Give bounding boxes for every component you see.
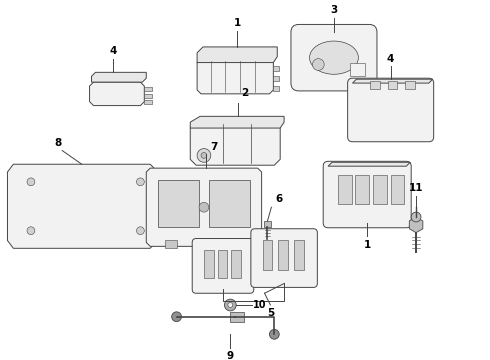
- Text: 3: 3: [330, 5, 338, 15]
- Circle shape: [27, 178, 35, 186]
- Bar: [145, 100, 152, 104]
- Bar: [355, 175, 369, 204]
- Bar: [264, 221, 271, 227]
- Polygon shape: [190, 122, 280, 165]
- Circle shape: [411, 212, 421, 222]
- Bar: [278, 240, 288, 270]
- Bar: [218, 250, 227, 278]
- Polygon shape: [90, 82, 145, 105]
- Ellipse shape: [310, 41, 358, 74]
- Bar: [231, 250, 241, 278]
- Circle shape: [199, 202, 209, 212]
- Text: 10: 10: [253, 300, 267, 310]
- Text: 8: 8: [55, 138, 62, 148]
- FancyBboxPatch shape: [347, 78, 434, 142]
- Circle shape: [224, 299, 236, 311]
- Text: 5: 5: [267, 308, 274, 318]
- Polygon shape: [147, 168, 262, 246]
- Bar: [349, 63, 365, 76]
- Circle shape: [270, 329, 279, 339]
- Text: 4: 4: [387, 54, 394, 64]
- Text: 1: 1: [364, 240, 371, 250]
- Bar: [223, 240, 235, 248]
- Bar: [273, 76, 279, 81]
- Bar: [370, 81, 380, 89]
- Text: 1: 1: [234, 18, 241, 28]
- FancyBboxPatch shape: [291, 24, 377, 91]
- Bar: [145, 94, 152, 98]
- Polygon shape: [92, 72, 147, 82]
- Text: 9: 9: [227, 351, 234, 360]
- Circle shape: [137, 227, 145, 235]
- Bar: [388, 81, 397, 89]
- FancyBboxPatch shape: [251, 229, 318, 287]
- Bar: [248, 240, 260, 248]
- Bar: [294, 240, 304, 270]
- FancyBboxPatch shape: [192, 239, 254, 293]
- Polygon shape: [7, 164, 158, 248]
- Polygon shape: [328, 162, 410, 166]
- Circle shape: [27, 227, 35, 235]
- Bar: [338, 175, 351, 204]
- Text: 6: 6: [275, 194, 283, 204]
- Text: 7: 7: [210, 141, 218, 152]
- Polygon shape: [352, 79, 433, 83]
- Polygon shape: [190, 116, 284, 128]
- Circle shape: [137, 178, 145, 186]
- Bar: [145, 87, 152, 91]
- Circle shape: [172, 312, 181, 321]
- Text: 4: 4: [109, 46, 117, 56]
- Bar: [263, 240, 272, 270]
- Bar: [391, 175, 404, 204]
- Bar: [204, 250, 214, 278]
- Circle shape: [313, 59, 324, 71]
- Bar: [165, 240, 176, 248]
- Polygon shape: [197, 59, 273, 94]
- Circle shape: [228, 302, 233, 307]
- Circle shape: [197, 149, 211, 162]
- Bar: [373, 175, 387, 204]
- Bar: [158, 180, 199, 227]
- Text: 11: 11: [409, 183, 423, 193]
- Bar: [273, 86, 279, 91]
- Text: 2: 2: [242, 88, 248, 98]
- Polygon shape: [409, 217, 423, 233]
- Bar: [273, 67, 279, 71]
- Bar: [230, 312, 244, 321]
- FancyBboxPatch shape: [323, 161, 411, 228]
- Bar: [405, 81, 415, 89]
- Bar: [194, 240, 206, 248]
- Polygon shape: [197, 47, 277, 63]
- Circle shape: [201, 153, 207, 158]
- Bar: [209, 180, 250, 227]
